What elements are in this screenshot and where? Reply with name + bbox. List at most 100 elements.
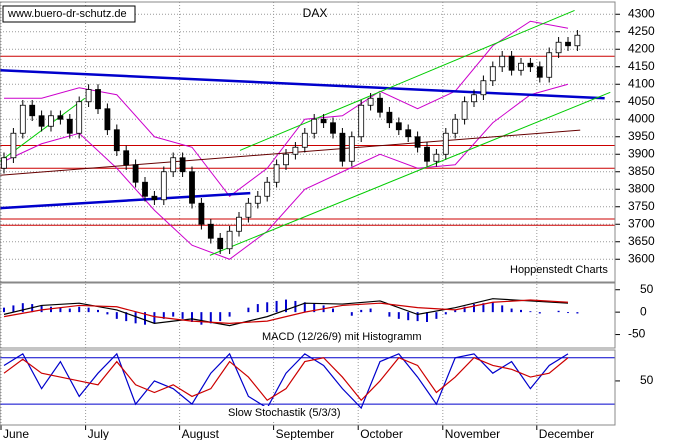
candle-body	[292, 146, 299, 155]
stochastic-line	[3, 352, 569, 410]
candle-body	[489, 66, 496, 82]
y-tick-label: 4050	[628, 94, 655, 108]
candle-body	[518, 62, 524, 71]
candle-body	[330, 122, 336, 134]
y-tick-label: 0	[640, 304, 647, 318]
candle-body	[236, 216, 242, 232]
y-tick-label: 3650	[628, 234, 655, 248]
candle-body	[57, 115, 64, 120]
band-line	[3, 83, 569, 260]
candle-body	[367, 97, 374, 106]
candle-body	[179, 157, 186, 173]
candle-body	[198, 202, 205, 225]
candle-body	[85, 89, 92, 103]
y-tick-label: 4200	[628, 41, 655, 55]
y-tick-label: 4300	[628, 6, 655, 20]
y-tick-label: 3900	[628, 146, 655, 160]
candle-body	[358, 104, 365, 138]
candle-body	[386, 111, 393, 124]
candle-body	[452, 118, 459, 134]
panel-frame	[0, 282, 616, 349]
y-tick-label: 3950	[628, 129, 655, 143]
trend-line	[0, 69, 605, 100]
y-tick-label: 3700	[628, 216, 655, 230]
candle-body	[283, 153, 289, 166]
candle-body	[207, 223, 214, 239]
watermark-box	[2, 5, 136, 23]
candle-body	[348, 136, 355, 162]
candle-body	[339, 132, 346, 162]
indicator-label: Slow Stochastik (5/3/3)	[228, 407, 341, 419]
y-tick-label: 3850	[628, 164, 655, 178]
candle-body	[471, 94, 477, 103]
x-tick-label: November	[445, 427, 500, 440]
candle-body	[424, 146, 430, 162]
y-tick-label: 3800	[628, 181, 655, 195]
candle-body	[132, 164, 139, 183]
trend-line	[239, 9, 575, 151]
candle-body	[95, 89, 101, 110]
x-tick-label: September	[276, 427, 335, 440]
candle-body	[565, 41, 571, 47]
trend-line	[0, 191, 251, 210]
label-box	[226, 406, 354, 420]
candle-body	[76, 101, 83, 134]
candle-body	[142, 181, 148, 197]
candle-body	[461, 101, 468, 120]
watermark: www.buero-dr-schutz.de	[7, 8, 127, 20]
candle-body	[245, 202, 252, 218]
source-label: Hoppenstedt Charts	[510, 264, 608, 276]
candle-body	[217, 237, 224, 250]
x-tick-label: December	[539, 427, 594, 440]
x-tick-label: June	[3, 427, 29, 440]
panel-frame	[0, 1, 616, 283]
y-tick-label: 50	[640, 282, 654, 296]
candle-body	[433, 153, 440, 162]
candle-body	[151, 195, 158, 201]
candle-body	[123, 150, 130, 166]
candle-body	[66, 118, 73, 134]
y-tick-label: 3600	[628, 251, 655, 265]
candle-body	[442, 132, 449, 155]
y-tick-label: 4250	[628, 24, 655, 38]
y-tick-label: 3750	[628, 199, 655, 213]
candle-body	[226, 230, 233, 250]
stochastic-line	[3, 357, 569, 402]
candle-body	[160, 171, 167, 201]
panel-frame	[0, 349, 616, 426]
y-tick-label: 4150	[628, 59, 655, 73]
x-tick-label: August	[182, 427, 220, 440]
candle-body	[273, 164, 280, 183]
candle-body	[104, 108, 111, 131]
candle-body	[546, 52, 553, 78]
candle-body	[536, 66, 543, 78]
y-tick-label: -50	[628, 327, 646, 341]
candle-body	[254, 195, 261, 204]
candle-body	[113, 129, 120, 152]
candle-body	[405, 129, 412, 138]
trend-line	[209, 91, 611, 256]
candle-body	[19, 104, 26, 134]
candle-body	[527, 62, 534, 68]
candle-body	[555, 41, 562, 54]
candle-body	[311, 118, 318, 134]
candle-body	[301, 132, 308, 148]
macd-line	[3, 299, 569, 324]
candle-body	[499, 55, 506, 68]
candle-body	[170, 157, 177, 173]
candle-body	[1, 157, 7, 169]
candle-body	[38, 115, 45, 127]
candle-body	[480, 80, 487, 96]
trend-line	[0, 129, 581, 176]
chart-title: DAX	[303, 6, 328, 20]
y-tick-label: 50	[640, 373, 654, 387]
candle-body	[574, 34, 581, 47]
indicator-label: MACD (12/26/9) mit Histogramm	[262, 331, 422, 343]
candle-body	[10, 132, 17, 159]
candle-body	[264, 181, 271, 197]
candle-body	[395, 122, 402, 131]
candle-body	[377, 97, 383, 113]
candle-body	[29, 104, 36, 117]
candle-body	[508, 55, 515, 71]
